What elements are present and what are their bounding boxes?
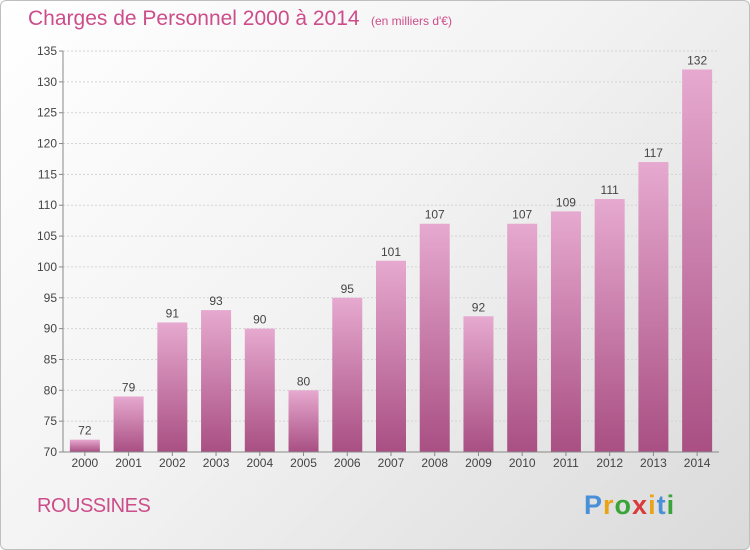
y-tick-label: 120 [37, 137, 57, 151]
logo-letter: o [614, 490, 633, 520]
bar-value-label: 107 [425, 208, 445, 222]
x-tick-label: 2004 [246, 456, 273, 470]
x-tick-label: 2008 [421, 456, 448, 470]
bar-2009[interactable] [463, 316, 494, 452]
x-tick-label: 2009 [465, 456, 492, 470]
x-tick-label: 2001 [115, 456, 142, 470]
bar-value-label: 95 [341, 282, 355, 296]
logo-letter: x [632, 490, 649, 520]
bar-2014[interactable] [682, 69, 713, 452]
logo-letter: i [648, 490, 657, 520]
x-tick-label: 2000 [72, 456, 99, 470]
bar-2002[interactable] [157, 322, 188, 452]
bar-value-label: 101 [381, 245, 401, 259]
y-tick-label: 95 [44, 291, 58, 305]
bar-2010[interactable] [507, 223, 538, 452]
logo-letter: P [584, 490, 604, 520]
x-tick-label: 2003 [203, 456, 230, 470]
x-tick-label: 2014 [684, 456, 711, 470]
bar-value-label: 92 [472, 300, 486, 314]
bar-value-label: 111 [601, 183, 620, 197]
x-tick-label: 2006 [334, 456, 361, 470]
chart-title: Charges de Personnel 2000 à 2014 [28, 7, 360, 30]
y-tick-label: 80 [44, 383, 58, 397]
y-tick-label: 125 [37, 106, 57, 120]
y-tick-label: 135 [37, 44, 57, 58]
bar-value-label: 93 [209, 294, 223, 308]
place-name: ROUSSINES [37, 495, 151, 517]
bar-2007[interactable] [376, 260, 406, 452]
bar-2011[interactable] [550, 211, 581, 452]
bar-2006[interactable] [332, 297, 363, 452]
bar-2000[interactable] [69, 439, 100, 452]
bar-value-label: 117 [644, 146, 663, 160]
logo-letter: t [656, 490, 667, 520]
logo-letter: r [603, 490, 615, 520]
bar-2008[interactable] [419, 223, 450, 452]
y-tick-label: 70 [44, 445, 58, 459]
bar-2001[interactable] [113, 396, 144, 452]
x-tick-label: 2012 [596, 456, 623, 470]
y-tick-label: 115 [38, 167, 57, 181]
y-tick-label: 110 [38, 198, 57, 212]
y-tick-label: 75 [44, 414, 58, 428]
y-tick-label: 105 [37, 229, 57, 243]
bar-2004[interactable] [244, 328, 275, 452]
bar-2012[interactable] [594, 199, 625, 452]
y-tick-label: 85 [44, 352, 58, 366]
bar-2003[interactable] [201, 310, 232, 452]
bar-value-label: 90 [253, 313, 267, 327]
bar-value-label: 109 [556, 195, 576, 209]
x-tick-label: 2011 [553, 456, 579, 470]
y-tick-label: 90 [44, 322, 58, 336]
bar-value-label: 91 [166, 306, 180, 320]
proxiti-logo[interactable]: Proxiti [584, 490, 675, 521]
y-tick-label: 130 [37, 75, 57, 89]
bar-value-label: 132 [687, 54, 707, 68]
x-tick-label: 2002 [159, 456, 186, 470]
x-tick-label: 2007 [378, 456, 405, 470]
bar-value-label: 80 [297, 374, 311, 388]
x-tick-label: 2010 [509, 456, 536, 470]
bar-value-label: 107 [512, 208, 532, 222]
bar-2005[interactable] [288, 390, 319, 452]
y-tick-label: 100 [37, 260, 57, 274]
bar-value-label: 72 [78, 424, 92, 438]
x-tick-label: 2013 [640, 456, 667, 470]
bar-2013[interactable] [638, 162, 669, 453]
chart-subtitle: (en milliers d'€) [371, 14, 452, 28]
x-tick-label: 2005 [290, 456, 317, 470]
logo-letter: i [666, 490, 676, 520]
bar-value-label: 79 [122, 380, 136, 394]
